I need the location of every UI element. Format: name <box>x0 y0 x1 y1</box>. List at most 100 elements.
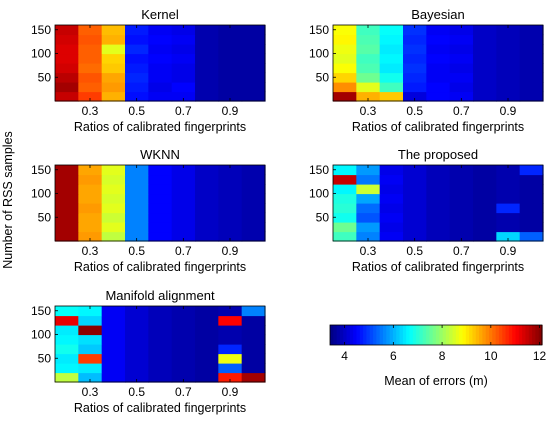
colorbar-segment <box>522 325 527 345</box>
panel-4-x-tick-label: 0.5 <box>406 244 423 258</box>
panel-5-cell <box>171 353 196 364</box>
panel-1-cell <box>148 44 173 55</box>
panel-1-cell <box>241 44 266 55</box>
panel-4-cell <box>426 165 451 176</box>
panel-5-cell <box>101 334 126 345</box>
panel-4-cell <box>333 212 357 223</box>
colorbar-segment <box>412 325 417 345</box>
panel-4-cell <box>473 231 497 242</box>
panel-2-x-tick-label: 0.7 <box>453 104 470 118</box>
panel-1-cell <box>241 53 266 64</box>
panel-2-cell <box>473 44 497 55</box>
panel-5-cell <box>125 306 149 317</box>
panel-5-cell <box>101 353 126 364</box>
panel-1-frame <box>54 24 266 102</box>
panel-4-cell <box>449 174 474 185</box>
panel-2-cell <box>356 82 381 93</box>
panel-1-cell <box>148 25 173 36</box>
panel-3-cell <box>101 193 126 204</box>
panel-3-cell <box>218 212 243 223</box>
panel-2-cell <box>473 82 497 93</box>
panel-1-y-tick-label: 100 <box>31 47 51 61</box>
panel-3-cell <box>241 212 266 223</box>
panel-1-cell <box>218 44 243 55</box>
panel-2-cell <box>449 82 474 93</box>
colorbar-segment <box>366 325 371 345</box>
panel-5-cell <box>241 363 266 374</box>
colorbar-frame <box>329 324 543 346</box>
panel-1-cell <box>101 91 126 102</box>
panel-5-x-tick-label: 0.7 <box>175 385 192 399</box>
panel-1-cell <box>195 63 219 74</box>
panel-3-cell <box>195 184 219 195</box>
panel-4-cell <box>473 165 497 176</box>
panel-1-cell <box>218 34 243 45</box>
panel-5-cell <box>125 315 149 326</box>
panel-4-x-tick-label: 0.3 <box>360 244 377 258</box>
panel-5-cell <box>55 325 79 336</box>
panel-1-cell <box>101 53 126 64</box>
colorbar-segment <box>442 325 447 345</box>
panel-3-cell <box>101 222 126 233</box>
panel-4-y-tick-label: 100 <box>309 187 329 201</box>
panel-1-cell <box>55 91 79 102</box>
panel-1-x-tick-label: 0.7 <box>175 104 192 118</box>
panel-5-cell <box>125 344 149 355</box>
panel-5-cell <box>241 353 266 364</box>
panel-3-cell <box>78 222 103 233</box>
panel-5-y-tick-label: 150 <box>31 304 51 318</box>
panel-1-cell <box>101 34 126 45</box>
panel-4-cell <box>403 174 427 185</box>
panel-5-cell <box>241 344 266 355</box>
panel-5-cell <box>101 315 126 326</box>
panel-4-cell <box>519 193 544 204</box>
panel-5-cell <box>171 372 196 383</box>
colorbar-segment <box>383 325 387 345</box>
panel-4-cell <box>426 203 451 214</box>
panel-1-cell <box>55 63 79 74</box>
panel-2-cell <box>379 82 404 93</box>
colorbar-segment <box>349 325 354 345</box>
panel-1-cell <box>55 72 79 83</box>
panel-5-cell <box>195 325 219 336</box>
panel-5-cell <box>148 372 173 383</box>
panel-1-y-tick-label: 150 <box>31 23 51 37</box>
panel-4-cell <box>426 231 451 242</box>
panel-1-cell <box>195 44 219 55</box>
panel-5-title: Manifold alignment <box>105 288 215 303</box>
panel-1-cell <box>171 91 196 102</box>
panel-4-cell <box>356 231 381 242</box>
panel-2-cell <box>496 25 521 36</box>
panel-1-cell <box>195 25 219 36</box>
panel-3-cell <box>218 184 243 195</box>
panel-5-cell <box>218 325 243 336</box>
panel-3-cell <box>241 193 266 204</box>
panel-1-cell <box>171 53 196 64</box>
panel-4-cell <box>403 203 427 214</box>
panel-4-cell <box>379 184 404 195</box>
panel-5-cell <box>125 325 149 336</box>
panel-2-cell <box>333 53 357 64</box>
panel-5-cell <box>218 334 243 345</box>
panel-3-cell <box>171 193 196 204</box>
panel-4-cell <box>449 203 474 214</box>
panel-2-cell <box>519 34 544 45</box>
colorbar-segment <box>343 325 348 345</box>
panel-3-cell <box>148 231 173 242</box>
panel-3-cell <box>218 203 243 214</box>
panel-2-cell <box>519 82 544 93</box>
panel-3-cell <box>78 174 103 185</box>
panel-3-cell <box>78 193 103 204</box>
panel-3-cell <box>171 184 196 195</box>
panel-4-cell <box>496 222 521 233</box>
panel-1-cell <box>218 63 243 74</box>
panel-5-cell <box>171 306 196 317</box>
panel-3-title: WKNN <box>140 147 180 162</box>
panel-3-cell <box>101 212 126 223</box>
panel-4-cell <box>519 203 544 214</box>
panel-1-cell <box>78 44 103 55</box>
panel-1-cell <box>241 63 266 74</box>
panel-4-cell <box>426 174 451 185</box>
panel-3-cell <box>148 212 173 223</box>
panel-5-x-tick-label: 0.9 <box>222 385 239 399</box>
